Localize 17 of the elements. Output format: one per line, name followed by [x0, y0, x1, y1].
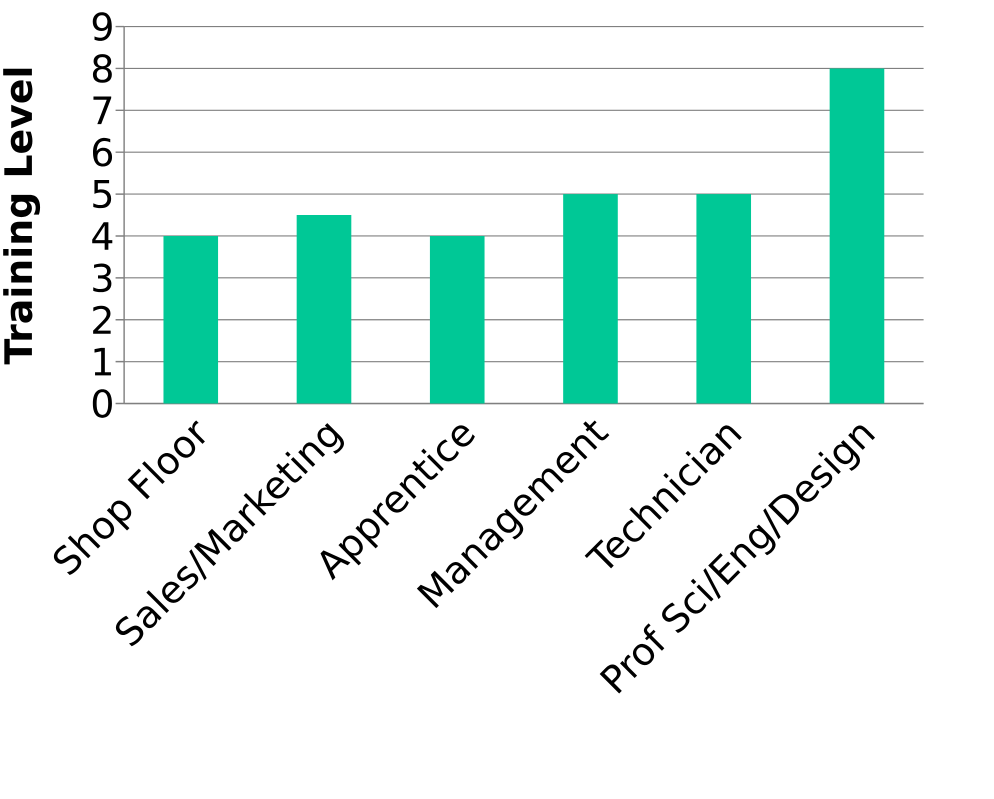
y-tick-label: 6	[93, 138, 112, 166]
y-axis-title: Training Level	[3, 68, 40, 364]
y-tick-label: 1	[94, 348, 111, 376]
bar	[830, 68, 884, 404]
y-tick-label: 8	[92, 54, 112, 83]
y-tick-label: 4	[92, 222, 112, 250]
bar	[163, 236, 218, 404]
y-tick-label: 0	[92, 388, 112, 418]
bar	[563, 194, 618, 404]
y-tick-label: 3	[93, 263, 112, 292]
y-tick-label: 7	[93, 96, 112, 124]
bar	[430, 236, 485, 404]
y-tick-label: 9	[92, 12, 112, 41]
bar	[296, 214, 352, 404]
y-tick-label: 5	[93, 180, 112, 208]
bar	[696, 194, 752, 404]
y-tick-label: 2	[93, 305, 111, 334]
